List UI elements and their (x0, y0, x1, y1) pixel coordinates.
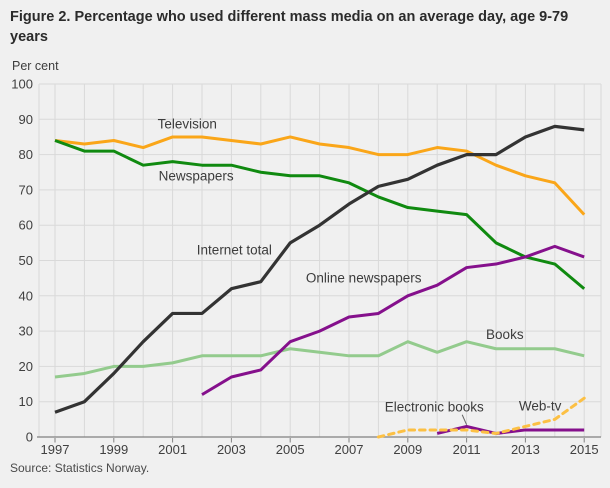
series-label-electronic-books: Electronic books (385, 399, 484, 414)
series-line-web-tv (376, 396, 586, 439)
series-line-newspapers (54, 139, 586, 290)
series-line-electronic-books (436, 424, 585, 435)
series-label-books: Books (486, 327, 524, 342)
series-line-online-newspapers (201, 244, 585, 396)
series-line-internet-total (54, 124, 585, 414)
x-axis (37, 436, 601, 443)
series-label-newspapers: Newspapers (159, 168, 234, 183)
x-tick-label: 2013 (511, 442, 540, 457)
series-label-online-newspapers: Online newspapers (306, 271, 422, 286)
y-tick-label: 30 (19, 324, 33, 339)
series-label-web-tv: Web-tv (519, 398, 562, 413)
y-axis-title: Per cent (12, 59, 59, 73)
x-tick-label: 2005 (276, 442, 305, 457)
figure-title: Figure 2. Percentage who used different … (10, 9, 569, 45)
x-tick-label: 2007 (335, 442, 364, 457)
electronic-books-leader-line (461, 414, 468, 425)
x-tick-label: 2011 (453, 442, 481, 457)
y-axis-tick-labels: 0 10 20 30 40 50 60 70 80 90 100 (11, 77, 33, 445)
x-axis-tick-labels: 1997 1999 2001 2003 2005 2007 2009 2011 2013 2015 (41, 442, 599, 457)
y-tick-label: 80 (19, 147, 33, 162)
series-line-television (54, 135, 586, 216)
x-tick-label: 2001 (158, 442, 187, 457)
y-tick-label: 100 (11, 77, 33, 92)
x-tick-label: 2003 (217, 442, 246, 457)
y-tick-label: 40 (19, 288, 33, 303)
y-tick-label: 20 (19, 359, 33, 374)
x-tick-label: 2015 (570, 442, 599, 457)
x-tick-label: 1997 (41, 442, 70, 457)
y-tick-label: 60 (19, 218, 33, 233)
source-note: Source: Statistics Norway. (10, 461, 150, 475)
y-tick-label: 90 (19, 112, 33, 127)
series-label-television: Television (158, 117, 217, 132)
x-tick-label: 2009 (393, 442, 422, 457)
y-tick-label: 10 (19, 394, 33, 409)
y-tick-label: 70 (19, 182, 33, 197)
y-tick-label: 0 (26, 430, 33, 445)
series-label-internet-total: Internet total (197, 242, 272, 257)
y-tick-label: 50 (19, 253, 33, 268)
series-line-books (54, 340, 585, 379)
x-tick-label: 1999 (99, 442, 128, 457)
